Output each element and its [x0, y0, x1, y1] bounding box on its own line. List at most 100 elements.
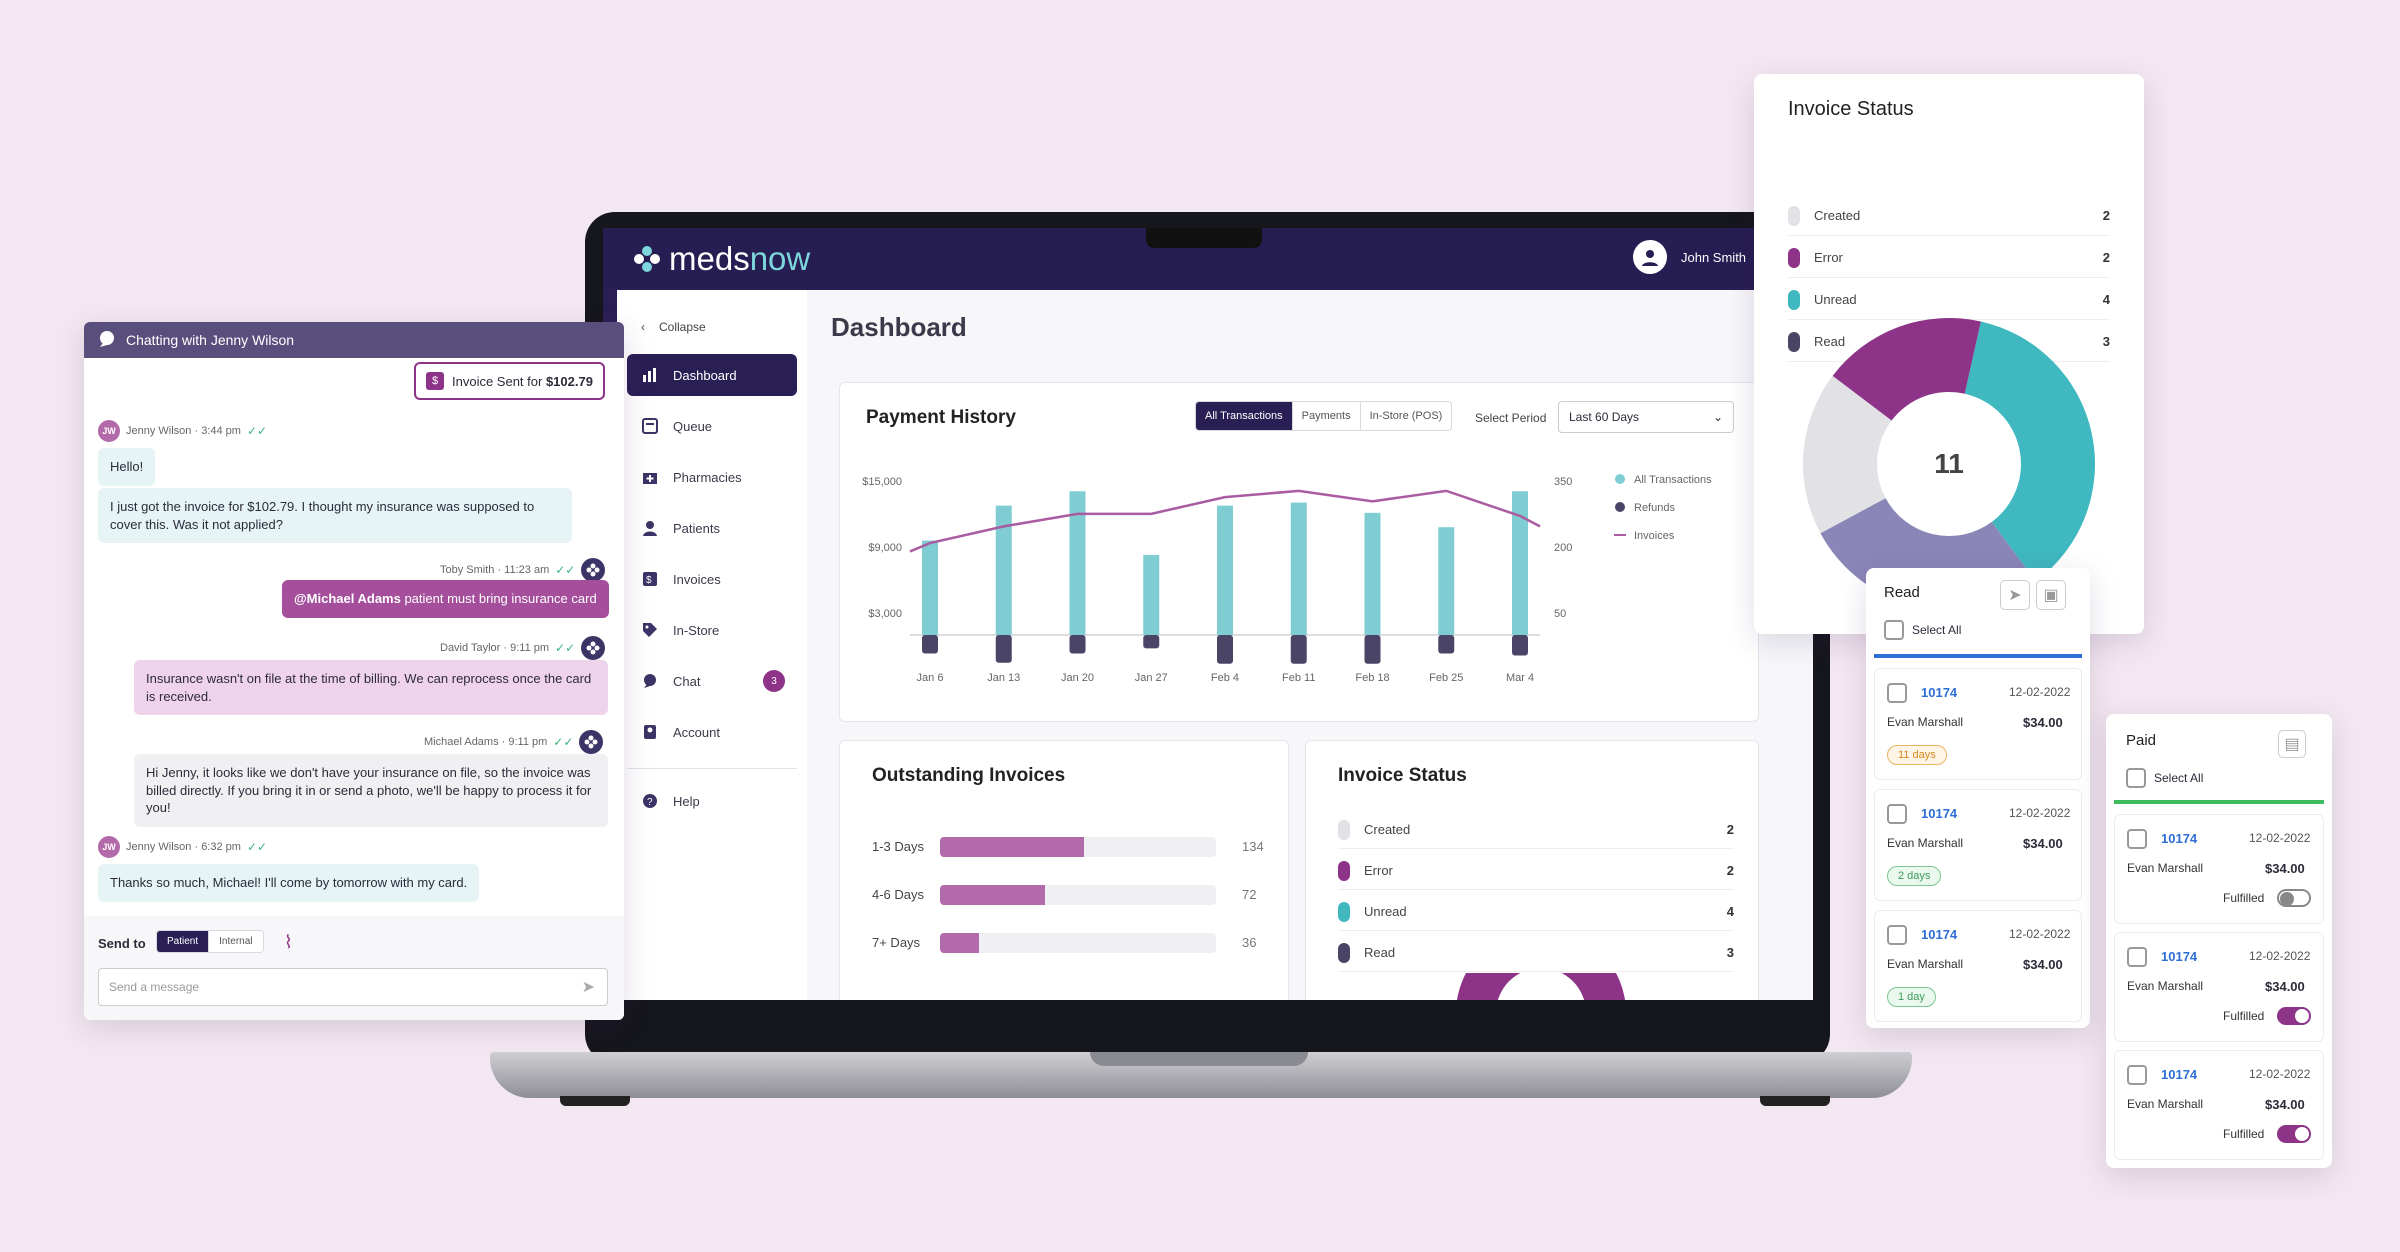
bar-refunds[interactable]	[922, 635, 938, 654]
message-input[interactable]: Send a message ➤	[98, 968, 608, 1006]
bar-refunds[interactable]	[1069, 635, 1086, 654]
invoice-list-item[interactable]: 10174 12-02-2022 Evan Marshall $34.00 2 days	[1874, 789, 2082, 901]
sidebar-item-patients[interactable]: Patients	[627, 507, 797, 549]
bar-all-transactions[interactable]	[1364, 512, 1381, 635]
bar-refunds[interactable]	[1438, 635, 1455, 654]
send-icon[interactable]: ➤	[581, 979, 595, 996]
checkbox[interactable]	[1887, 683, 1907, 703]
invoice-id-link[interactable]: 10174	[2161, 831, 2198, 846]
invoice-list-item[interactable]: 10174 12-02-2022 Evan Marshall $34.00 1 day	[1874, 910, 2082, 1022]
invoice-list-item[interactable]: 10174 12-02-2022 Evan Marshall $34.00 11 day…	[1874, 668, 2082, 780]
checkbox[interactable]	[1887, 925, 1907, 945]
invoice-list-item[interactable]: 10174 12-02-2022 Evan Marshall $34.00 Fulfil…	[2114, 1050, 2324, 1160]
invoice-sent-chip[interactable]: $ Invoice Sent for $102.79	[414, 362, 605, 400]
donut-segment-error[interactable]	[1832, 318, 1981, 421]
bar-refunds[interactable]	[1290, 635, 1307, 664]
bar-all-transactions[interactable]	[1069, 491, 1086, 635]
app-logo[interactable]: medsnow	[633, 240, 810, 278]
chat-message: Thanks so much, Michael! I'll come by to…	[98, 864, 480, 902]
invoice-amount: $34.00	[2023, 957, 2063, 972]
read-select-all[interactable]: Select All	[1884, 620, 1961, 640]
checkbox[interactable]	[2127, 829, 2147, 849]
invoice-id-link[interactable]: 10174	[1921, 927, 1958, 942]
tab-all-transactions[interactable]: All Transactions	[1196, 402, 1292, 430]
transaction-type-tabs: All Transactions Payments In-Store (POS)	[1195, 401, 1453, 431]
sidebar-item-queue[interactable]: Queue	[627, 405, 797, 447]
checkbox[interactable]	[2126, 768, 2146, 788]
donut-segment-created[interactable]	[1803, 375, 1892, 534]
outstanding-bar-fill	[940, 933, 979, 953]
laptop-foot	[1760, 1096, 1830, 1106]
period-select[interactable]: Last 60 Days ⌄	[1558, 401, 1734, 433]
send-icon[interactable]: ➤	[2000, 580, 2030, 610]
paid-select-all[interactable]: Select All	[2126, 768, 2203, 788]
bar-refunds[interactable]	[1143, 635, 1160, 649]
invoice-id-link[interactable]: 10174	[2161, 949, 2198, 964]
bar-all-transactions[interactable]	[1290, 502, 1307, 635]
checkbox[interactable]	[2127, 1065, 2147, 1085]
bar-refunds[interactable]	[1217, 635, 1233, 664]
chevron-down-icon: ⌄	[1712, 410, 1723, 424]
sidebar-item-in-store[interactable]: In-Store	[627, 609, 797, 651]
invoice-icon: $	[641, 570, 659, 588]
status-color-swatch	[1788, 331, 1800, 352]
invoice-id-link[interactable]: 10174	[2161, 1067, 2198, 1082]
checkbox[interactable]	[2127, 947, 2147, 967]
attachment-icon[interactable]: ⌇	[284, 932, 293, 952]
mention[interactable]: @Michael Adams	[294, 591, 401, 606]
status-color-swatch	[1338, 819, 1350, 840]
select-all-label: Select All	[2154, 771, 2204, 785]
x-axis-tick-label: Feb 4	[1211, 672, 1239, 684]
checkbox[interactable]	[1884, 620, 1904, 640]
checkbox[interactable]	[1887, 804, 1907, 824]
tab-payments[interactable]: Payments	[1291, 402, 1360, 430]
user-menu[interactable]: John Smith	[1633, 240, 1746, 274]
recipient-toggle: Patient Internal	[156, 930, 264, 953]
bar-all-transactions[interactable]	[995, 505, 1012, 635]
archive-icon[interactable]: ▣	[2036, 580, 2066, 610]
sidebar-item-account[interactable]: Account	[627, 711, 797, 753]
bar-refunds[interactable]	[1364, 635, 1381, 664]
read-receipt-icon: ✓✓	[246, 424, 268, 438]
patient-name: Evan Marshall	[1887, 836, 1964, 850]
sidebar-item-pharmacies[interactable]: Pharmacies	[627, 456, 797, 498]
medsnow-logo-icon	[634, 246, 660, 272]
sidebar-item-label: Queue	[673, 418, 713, 434]
invoice-status-donut-partial	[1457, 973, 1625, 1000]
avatar: JW	[98, 836, 120, 858]
fulfilled-toggle[interactable]	[2277, 1007, 2311, 1025]
sidebar-item-help[interactable]: ? Help	[627, 780, 797, 822]
sidebar-item-chat[interactable]: Chat 3	[627, 660, 797, 702]
bar-refunds[interactable]	[1512, 635, 1528, 656]
donut-segment-unread[interactable]	[1964, 321, 2095, 582]
bar-refunds[interactable]	[995, 635, 1012, 663]
chat-message-internal: Insurance wasn't on file at the time of …	[134, 660, 608, 716]
x-axis-tick-label: Feb 11	[1282, 672, 1315, 684]
invoice-id-link[interactable]: 10174	[1921, 685, 1958, 700]
invoice-list-item[interactable]: 10174 12-02-2022 Evan Marshall $34.00 Fulfil…	[2114, 932, 2324, 1042]
invoice-list-item[interactable]: 10174 12-02-2022 Evan Marshall $34.00 Fulfil…	[2114, 814, 2324, 924]
status-count: 2	[1726, 822, 1734, 837]
outstanding-row-label: 7+ Days	[872, 935, 921, 950]
sidebar-item-dashboard[interactable]: Dashboard	[627, 354, 797, 396]
tab-in-store[interactable]: In-Store (POS)	[1359, 402, 1452, 430]
recipient-internal[interactable]: Internal	[208, 931, 263, 952]
dashboard-icon	[641, 366, 659, 384]
archive-icon[interactable]: ▤	[2278, 730, 2306, 758]
bar-all-transactions[interactable]	[1512, 491, 1528, 635]
message-meta: David Taylor · 9:11 pm ✓✓	[440, 636, 606, 660]
bar-all-transactions[interactable]	[1438, 527, 1455, 635]
collapse-label: Collapse	[659, 320, 706, 334]
bar-all-transactions[interactable]	[922, 540, 938, 635]
collapse-button[interactable]: ‹ Collapse	[641, 320, 706, 334]
recipient-patient[interactable]: Patient	[157, 931, 209, 952]
message-sender-time: David Taylor · 9:11 pm	[440, 642, 550, 654]
bar-all-transactions[interactable]	[1143, 554, 1160, 635]
invoice-date: 12-02-2022	[2009, 685, 2071, 699]
status-count: 3	[1726, 945, 1734, 960]
sidebar-item-invoices[interactable]: $ Invoices	[627, 558, 797, 600]
fulfilled-toggle[interactable]	[2277, 1125, 2311, 1143]
invoice-id-link[interactable]: 10174	[1921, 806, 1958, 821]
bar-all-transactions[interactable]	[1217, 505, 1233, 635]
fulfilled-toggle[interactable]	[2277, 889, 2311, 907]
